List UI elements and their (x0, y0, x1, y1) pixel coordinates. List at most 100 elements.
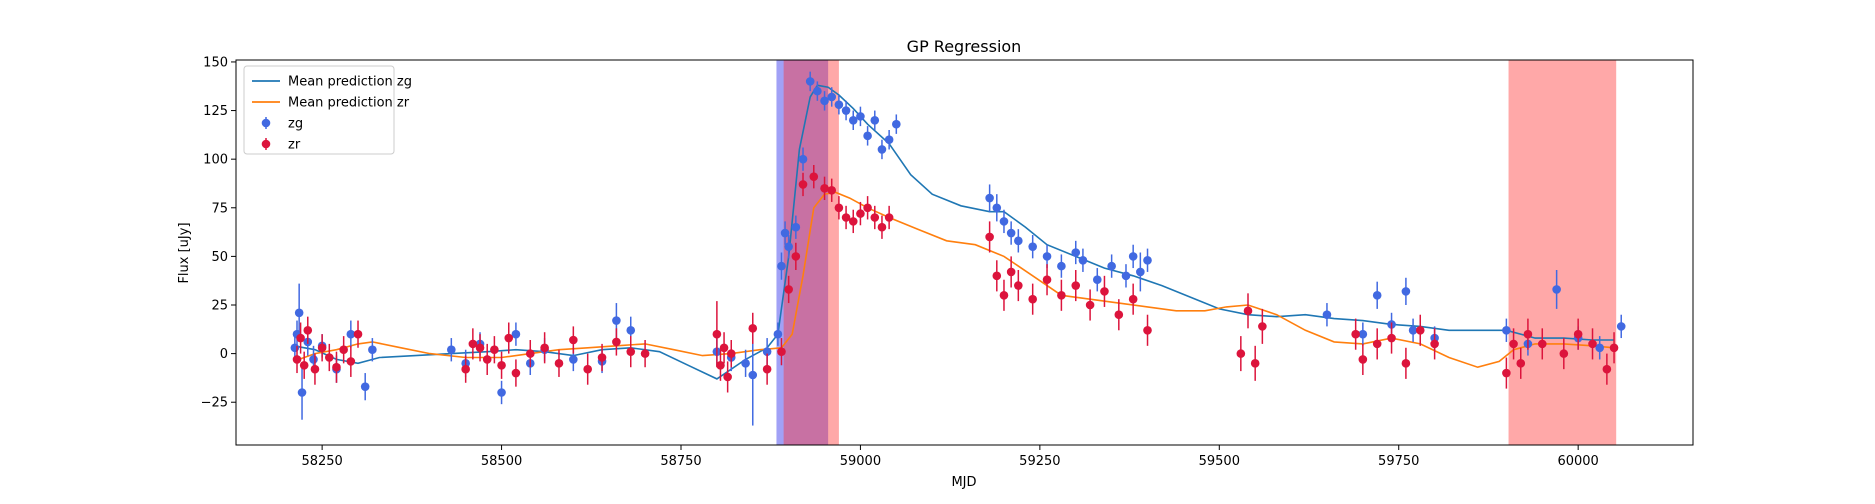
data-point (820, 184, 829, 193)
data-point (1609, 343, 1619, 353)
data-point (490, 345, 499, 355)
data-point (773, 329, 783, 339)
shaded-region-2 (1508, 60, 1617, 445)
x-tick-label: 59250 (1019, 454, 1060, 469)
data-point (569, 355, 578, 364)
legend-label: Mean prediction zg (288, 75, 412, 90)
data-point (1071, 281, 1081, 290)
data-point (1552, 285, 1561, 294)
data-point (569, 335, 578, 345)
legend-swatch-marker (261, 118, 271, 128)
data-point (820, 96, 829, 106)
data-point (813, 86, 822, 96)
data-point (985, 193, 994, 203)
data-point (884, 135, 894, 145)
data-point (827, 92, 837, 102)
data-point (1415, 325, 1425, 335)
data-point (1006, 228, 1016, 238)
data-point (719, 343, 729, 353)
legend-label: Mean prediction zr (288, 96, 410, 111)
data-point (1602, 364, 1612, 374)
data-point (999, 290, 1009, 300)
data-point (497, 388, 506, 397)
series-line-0 (293, 84, 1614, 380)
data-point (848, 217, 858, 226)
legend-frame (243, 65, 395, 155)
data-point (1014, 236, 1023, 246)
data-point (1358, 355, 1368, 364)
data-point (992, 271, 1002, 281)
data-point (892, 119, 901, 129)
y-tick-label: 150 (203, 55, 228, 70)
data-point (784, 285, 793, 294)
data-point (741, 359, 750, 368)
data-point (863, 203, 872, 213)
shaded-region-0 (776, 60, 829, 445)
data-point (1042, 275, 1052, 285)
data-point (1128, 294, 1138, 304)
data-point (1107, 261, 1116, 271)
data-point (1042, 252, 1052, 261)
data-point (297, 388, 307, 397)
data-point (841, 106, 851, 115)
data-point (1537, 339, 1547, 349)
data-point (748, 324, 758, 333)
data-point (1028, 242, 1037, 251)
y-tick-label: 75 (211, 201, 228, 216)
data-point (511, 329, 521, 339)
data-point (762, 347, 772, 356)
data-point (712, 329, 722, 339)
data-point (346, 357, 356, 366)
y-tick-label: 25 (211, 299, 228, 314)
data-point (1616, 322, 1626, 331)
data-point (1372, 339, 1382, 349)
x-tick-label: 58250 (301, 454, 342, 469)
data-point (777, 347, 786, 356)
data-point (475, 343, 485, 353)
x-tick-label: 59500 (1199, 454, 1240, 469)
data-point (791, 222, 801, 232)
data-point (748, 370, 758, 380)
series-points-0 (290, 71, 1626, 426)
data-point (1588, 339, 1597, 349)
legend-label: zg (288, 117, 303, 132)
data-point (640, 349, 650, 358)
data-point (805, 77, 815, 86)
x-tick-label: 59750 (1378, 454, 1419, 469)
data-point (1523, 329, 1533, 339)
data-point (1143, 325, 1152, 335)
data-point (1028, 294, 1037, 304)
data-point (447, 345, 456, 355)
data-point (1559, 349, 1569, 358)
data-point (1401, 359, 1411, 368)
data-point (368, 345, 377, 355)
data-point (762, 364, 772, 374)
y-tick-label: 100 (203, 153, 228, 168)
data-point (834, 203, 844, 213)
data-point (299, 360, 309, 370)
chart-title: GP Regression (907, 37, 1022, 56)
y-tick-label: 125 (203, 104, 228, 119)
data-point (1387, 333, 1396, 343)
data-point (353, 329, 363, 339)
data-point (583, 364, 592, 374)
data-point (856, 112, 865, 121)
data-point (1430, 339, 1439, 349)
data-point (1236, 349, 1246, 358)
legend-label: zr (288, 138, 301, 153)
data-point (791, 252, 801, 261)
data-point (1092, 275, 1102, 285)
data-point (1372, 290, 1382, 300)
data-point (1143, 255, 1152, 265)
data-point (877, 222, 887, 232)
data-point (1351, 329, 1360, 339)
data-point (723, 372, 732, 382)
data-point (856, 209, 865, 218)
data-point (612, 337, 621, 347)
data-point (798, 154, 808, 164)
data-point (1516, 359, 1526, 368)
shaded-region-1 (783, 60, 839, 445)
data-point (863, 131, 872, 141)
data-point (332, 362, 341, 372)
data-point (877, 145, 887, 154)
